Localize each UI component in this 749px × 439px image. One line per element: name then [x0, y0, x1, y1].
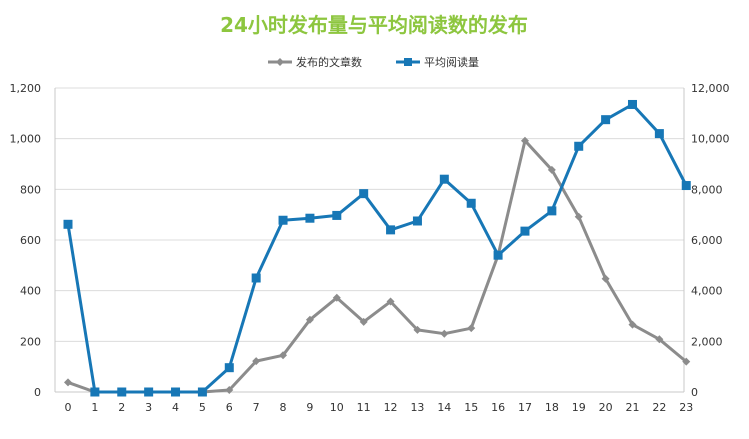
data-point: [252, 357, 261, 366]
x-tick-label: 20: [599, 401, 613, 414]
x-tick-label: 21: [625, 401, 639, 414]
data-point: [628, 320, 637, 329]
series-line: [66, 139, 688, 394]
y-right-tick-label: 10,000: [691, 133, 730, 146]
data-point: [332, 210, 342, 220]
data-point: [654, 129, 664, 139]
x-tick-label: 23: [679, 401, 693, 414]
x-tick-label: 18: [545, 401, 559, 414]
x-tick-label: 12: [384, 401, 398, 414]
data-point: [197, 387, 207, 397]
x-tick-label: 17: [518, 401, 532, 414]
x-tick-label: 16: [491, 401, 505, 414]
data-point: [224, 363, 234, 373]
x-tick-label: 4: [172, 401, 179, 414]
data-point: [547, 206, 557, 216]
gridlines: [55, 87, 684, 393]
x-tick-label: 3: [145, 401, 152, 414]
data-point: [225, 385, 234, 394]
data-point: [144, 387, 154, 397]
y-right-tick-label: 0: [691, 386, 698, 399]
legend-marker: [276, 58, 284, 66]
data-point: [574, 212, 583, 221]
data-point: [655, 335, 664, 344]
x-tick-label: 22: [652, 401, 666, 414]
x-tick-label: 11: [357, 401, 371, 414]
data-point: [117, 387, 127, 397]
data-point: [386, 225, 396, 235]
data-point: [601, 115, 611, 125]
x-tick-label: 1: [91, 401, 98, 414]
x-tick-label: 19: [572, 401, 586, 414]
x-tick-label: 9: [306, 401, 313, 414]
data-point: [386, 297, 395, 306]
data-point: [467, 324, 476, 333]
x-tick-label: 10: [330, 401, 344, 414]
data-point: [547, 165, 556, 174]
data-point: [493, 250, 503, 260]
data-point: [439, 174, 449, 184]
legend-label: 平均阅读量: [424, 55, 479, 69]
data-point: [251, 273, 261, 283]
x-tick-label: 5: [199, 401, 206, 414]
y-left-tick-label: 200: [20, 335, 41, 348]
data-point: [171, 387, 181, 397]
x-tick-label: 7: [253, 401, 260, 414]
y-left-tick-label: 1,000: [10, 133, 42, 146]
data-point: [305, 315, 314, 324]
data-point: [305, 213, 315, 223]
y-right-tick-label: 8,000: [691, 183, 723, 196]
data-point: [359, 189, 369, 199]
y-left-tick-label: 600: [20, 234, 41, 247]
legend-label: 发布的文章数: [296, 55, 362, 69]
data-point: [440, 329, 449, 338]
data-point: [520, 136, 529, 145]
chart-title: 24小时发布量与平均阅读数的发布: [220, 13, 528, 37]
data-point: [466, 198, 476, 208]
legend: 发布的文章数 平均阅读量: [268, 55, 479, 69]
y-right-tick-label: 12,000: [691, 82, 730, 95]
legend-marker: [404, 58, 412, 66]
data-point: [681, 181, 691, 191]
data-point: [574, 141, 584, 151]
data-point: [63, 219, 73, 229]
data-point: [64, 378, 72, 387]
data-point: [278, 215, 288, 225]
x-tick-label: 13: [410, 401, 424, 414]
y-left-tick-label: 0: [34, 386, 41, 399]
data-point: [412, 216, 422, 226]
data-point: [279, 351, 288, 360]
data-point: [90, 387, 100, 397]
y-left-tick-label: 1,200: [10, 82, 42, 95]
series: [63, 99, 691, 397]
data-point: [520, 226, 530, 236]
y-left-tick-label: 400: [20, 285, 41, 298]
x-tick-label: 15: [464, 401, 478, 414]
x-tick-label: 14: [437, 401, 451, 414]
y-right-tick-label: 2,000: [691, 335, 723, 348]
data-point: [627, 99, 637, 109]
data-point: [332, 293, 341, 302]
x-tick-label: 6: [226, 401, 233, 414]
x-tick-label: 8: [280, 401, 287, 414]
data-point: [601, 274, 610, 283]
data-point: [359, 317, 368, 326]
y-right-tick-label: 4,000: [691, 285, 723, 298]
x-tick-label: 2: [118, 401, 125, 414]
data-point: [682, 357, 691, 366]
y-right-tick-label: 6,000: [691, 234, 723, 247]
data-point: [413, 325, 422, 334]
y-left-tick-label: 800: [20, 183, 41, 196]
x-tick-label: 0: [65, 401, 72, 414]
